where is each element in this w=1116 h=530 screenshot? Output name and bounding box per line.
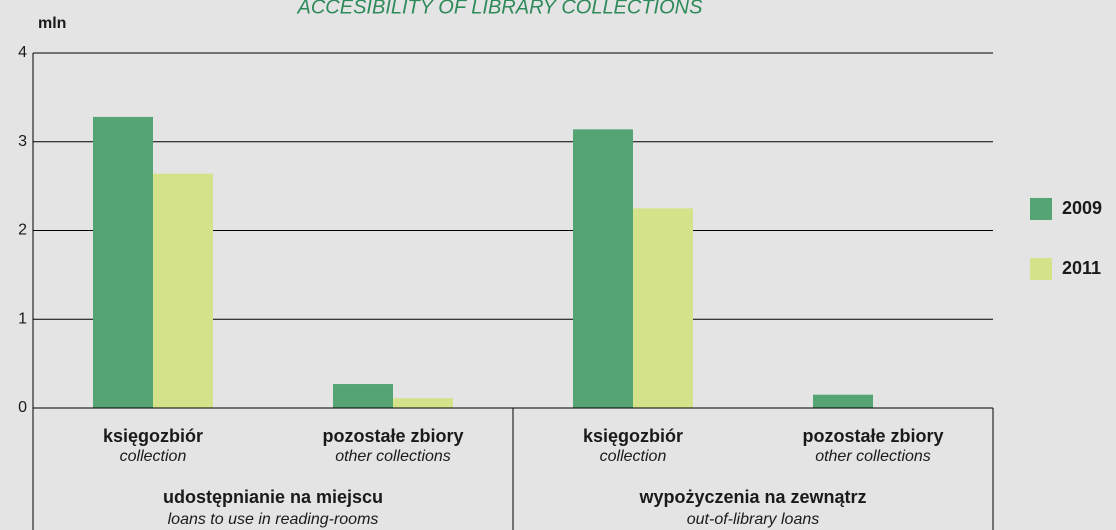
group-sublabel: out-of-library loans: [687, 511, 820, 528]
chart-title: ACCESIBILITY OF LIBRARY COLLECTIONS: [297, 0, 704, 18]
bar: [813, 394, 873, 408]
y-axis-label: mln: [38, 15, 66, 32]
x-tick-sublabel: other collections: [335, 448, 451, 465]
bar: [333, 384, 393, 408]
x-tick-sublabel: collection: [120, 448, 187, 465]
x-tick-label: księgozbiór: [583, 426, 683, 446]
y-tick-label: 2: [18, 222, 27, 239]
legend-label: 2011: [1062, 258, 1101, 278]
y-tick-label: 1: [18, 310, 27, 327]
bar: [93, 116, 153, 409]
x-tick-sublabel: other collections: [815, 448, 931, 465]
y-tick-label: 0: [18, 399, 27, 416]
legend-swatch: [1030, 198, 1052, 220]
x-tick-sublabel: collection: [600, 448, 667, 465]
bar: [393, 398, 453, 408]
group-sublabel: loans to use in reading-rooms: [168, 511, 379, 528]
group-label: udostępnianie na miejscu: [163, 487, 383, 507]
x-tick-label: księgozbiór: [103, 426, 203, 446]
y-tick-label: 3: [18, 133, 27, 150]
group-label: wypożyczenia na zewnątrz: [638, 487, 866, 507]
x-tick-label: pozostałe zbiory: [322, 426, 463, 446]
bar: [633, 208, 693, 408]
legend-swatch: [1030, 258, 1052, 280]
bar: [153, 173, 213, 408]
x-tick-label: pozostałe zbiory: [802, 426, 943, 446]
y-tick-label: 4: [18, 44, 27, 61]
legend-label: 2009: [1062, 198, 1102, 218]
bar: [573, 129, 633, 408]
